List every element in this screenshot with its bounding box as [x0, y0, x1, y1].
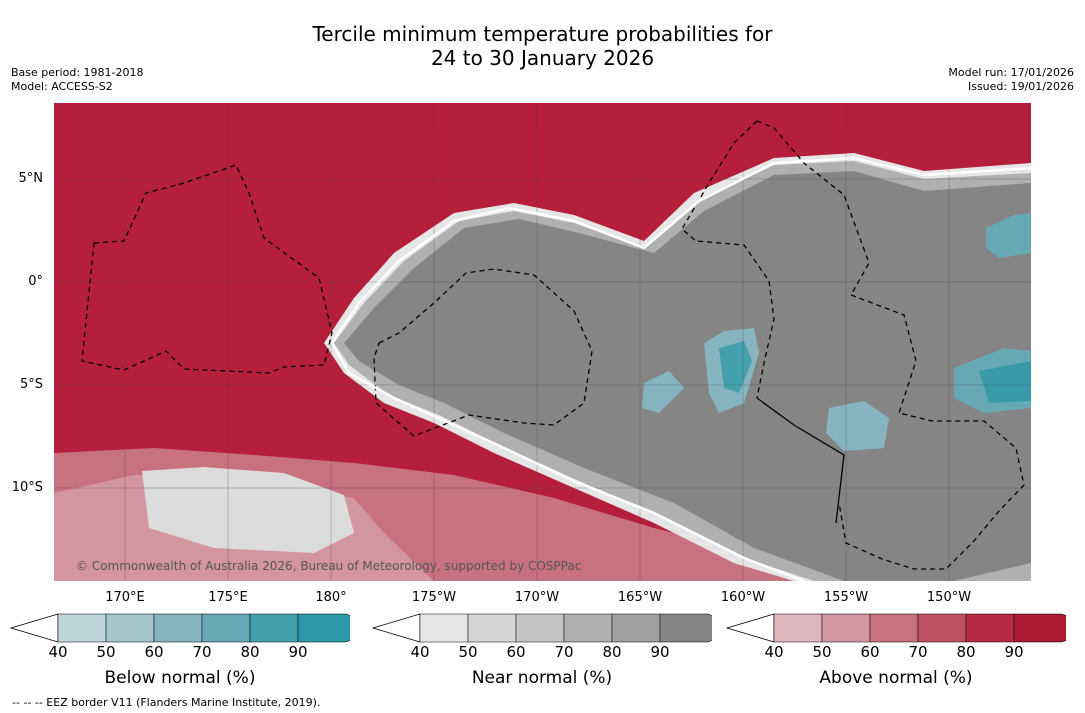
lon-label-155w: 155°W: [823, 590, 869, 605]
tercile-boundary-lower: [330, 342, 805, 581]
colorbar-segment: [201, 613, 251, 643]
lon-label-170e: 170°E: [105, 590, 145, 605]
colorbar-tick-label: 70: [908, 643, 928, 661]
colorbar-segment: [1013, 613, 1066, 643]
tercile-boundary: [330, 156, 1031, 344]
colorbar-above-normal: [726, 613, 1066, 643]
colorbar-tick-label: 80: [956, 643, 976, 661]
lat-label-0: 0°: [28, 274, 43, 289]
colorbar-segment: [773, 613, 823, 643]
colorbar-tick-label: 70: [554, 643, 574, 661]
colorbar-below-normal: [10, 613, 350, 643]
colorbar-tick-label: 40: [410, 643, 430, 661]
colorbar-tick-label: 80: [240, 643, 260, 661]
colorbar-min-extension: [10, 613, 59, 643]
colorbar-segment: [105, 613, 155, 643]
lon-label-170w: 170°W: [514, 590, 560, 605]
lat-label-10s: 10°S: [11, 480, 43, 495]
map-copyright: © Commonwealth of Australia 2026, Bureau…: [76, 559, 582, 573]
colorbar-tick-label: 50: [458, 643, 478, 661]
colorbar-tick-label: 50: [96, 643, 116, 661]
colorbar-segment: [57, 613, 107, 643]
colorbar-segment: [153, 613, 203, 643]
lon-label-160w: 160°W: [720, 590, 766, 605]
colorbar-tick-label: 40: [764, 643, 784, 661]
colorbar-tick-label: 90: [1004, 643, 1024, 661]
colorbar-tick-label: 90: [650, 643, 670, 661]
colorbar-segment: [249, 613, 299, 643]
colorbar-title-above: Above normal (%): [819, 668, 973, 688]
colorbar-segment: [965, 613, 1015, 643]
colorbar-tick-label: 80: [602, 643, 622, 661]
colorbar-segment: [419, 613, 469, 643]
lat-label-5n: 5°N: [18, 171, 44, 186]
eez-solid-border: [756, 397, 845, 524]
lon-label-150w: 150°W: [926, 590, 972, 605]
issued-date: Issued: 19/01/2026: [967, 80, 1074, 93]
colorbar-segment: [869, 613, 919, 643]
below-normal-patch-5: [986, 213, 1031, 258]
below-normal-patch-4-core: [979, 361, 1031, 403]
lon-label-175w: 175°W: [411, 590, 457, 605]
lon-label-175e: 175°E: [208, 590, 248, 605]
colorbar-title-below: Below normal (%): [104, 668, 256, 688]
below-normal-patch-3: [826, 401, 889, 451]
colorbar-segment: [515, 613, 565, 643]
below-normal-patch-2: [642, 371, 684, 413]
colorbar-segment: [659, 613, 712, 643]
colorbar-segment: [563, 613, 613, 643]
eez-legend-note: -- -- -- EEZ border V11 (Flanders Marine…: [12, 696, 321, 709]
colorbar-tick-label: 60: [506, 643, 526, 661]
model-run: Model run: 17/01/2026: [948, 66, 1074, 79]
model-name: Model: ACCESS-S2: [11, 80, 113, 93]
lon-label-165w: 165°W: [617, 590, 663, 605]
lat-label-5s: 5°S: [19, 377, 43, 392]
colorbar-segment: [917, 613, 967, 643]
chart-title-line-1: Tercile minimum temperature probabilitie…: [312, 22, 773, 46]
colorbar-segment: [821, 613, 871, 643]
colorbar-near-normal: [372, 613, 712, 643]
colorbar-segment: [467, 613, 517, 643]
lon-label-180: 180°: [315, 590, 347, 605]
base-period: Base period: 1981-2018: [11, 66, 144, 79]
colorbar-tick-label: 60: [144, 643, 164, 661]
colorbar-tick-label: 70: [192, 643, 212, 661]
near-normal-dominant-region: [344, 171, 1031, 581]
probability-map: [54, 103, 1031, 581]
colorbar-tick-label: 50: [812, 643, 832, 661]
colorbar-title-near: Near normal (%): [471, 668, 613, 688]
colorbar-min-extension: [726, 613, 775, 643]
colorbar-segment: [297, 613, 350, 643]
colorbar-tick-label: 90: [288, 643, 308, 661]
colorbar-segment: [611, 613, 661, 643]
eez-borders: [81, 120, 1025, 570]
colorbar-tick-label: 40: [48, 643, 68, 661]
colorbar-min-extension: [372, 613, 421, 643]
chart-title-line-2: 24 to 30 January 2026: [430, 46, 655, 70]
near-normal-light-region: [142, 467, 354, 553]
below-normal-patch-1-core: [719, 341, 752, 393]
colorbar-tick-label: 60: [860, 643, 880, 661]
